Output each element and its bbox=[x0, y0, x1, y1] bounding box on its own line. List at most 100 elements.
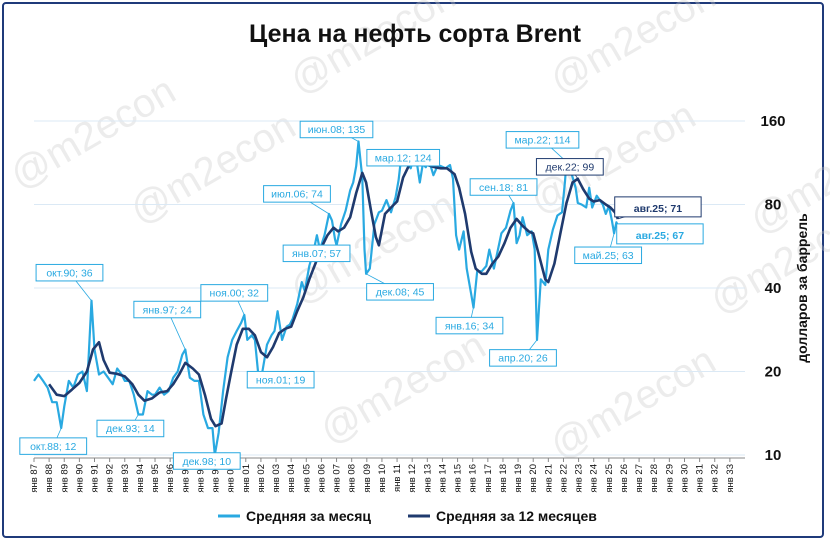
annotation-label: мар.12; 124 bbox=[375, 152, 432, 164]
annotation-box bbox=[505, 131, 580, 149]
x-tick-label: янв 24 bbox=[589, 464, 600, 493]
x-tick-label: янв 94 bbox=[135, 464, 146, 493]
x-tick-label: янв 23 bbox=[574, 464, 585, 493]
annotation-label: мар.22; 114 bbox=[514, 135, 570, 147]
annotation: янв.07; 57 bbox=[282, 244, 351, 263]
y-tick-label: 40 bbox=[765, 280, 782, 297]
x-tick-label: янв 09 bbox=[362, 464, 373, 493]
annotation-box bbox=[614, 196, 702, 218]
x-tick-label: янв 90 bbox=[74, 464, 85, 493]
annotation-box bbox=[535, 158, 604, 176]
annotation: авг.25; 71 bbox=[614, 196, 702, 220]
annotation: дек.93; 14 bbox=[96, 414, 165, 438]
x-tick-label: янв 96 bbox=[165, 464, 176, 493]
x-tick-label: янв 32 bbox=[710, 464, 721, 493]
x-tick-label: янв 88 bbox=[44, 464, 55, 493]
annotation: мар.12; 124 bbox=[366, 148, 441, 167]
x-tick-label: янв 19 bbox=[513, 464, 524, 493]
x-tick-label: янв 27 bbox=[634, 464, 645, 493]
annotation-box bbox=[263, 185, 331, 203]
series-line-annual bbox=[48, 161, 620, 428]
x-tick-label: янв 21 bbox=[543, 464, 554, 493]
y-tick-label: 160 bbox=[760, 113, 785, 130]
annotation: ноя.01; 19 bbox=[246, 370, 315, 389]
annotation-label: окт.88; 12 bbox=[30, 441, 76, 453]
legend: Средняя за месяц Средняя за 12 месяцев bbox=[218, 508, 597, 524]
annotation-box bbox=[489, 349, 557, 367]
x-tick-label: янв 12 bbox=[407, 464, 418, 493]
annotation-box bbox=[366, 148, 441, 167]
annotation-label: апр.20; 26 bbox=[498, 353, 548, 365]
x-tick-label: янв 11 bbox=[392, 464, 403, 492]
annotation: июл.06; 74 bbox=[263, 185, 331, 215]
watermark-layer: @m2econ@m2econ@m2econ@m2econ@m2econ@m2ec… bbox=[3, 0, 830, 468]
annotation-box bbox=[469, 178, 538, 196]
x-tick-label: янв 13 bbox=[422, 464, 433, 493]
y-axis-ticks: 10 20 40 80 160 bbox=[760, 113, 785, 464]
x-tick-label: янв 04 bbox=[286, 464, 297, 493]
x-tick-label: янв 17 bbox=[483, 464, 494, 493]
annotation-box bbox=[35, 263, 104, 282]
annotation-label: окт.90; 36 bbox=[46, 267, 92, 279]
x-tick-label: янв 14 bbox=[437, 464, 448, 493]
annotation-label: янв.16; 34 bbox=[445, 320, 494, 332]
x-tick-label: янв 98 bbox=[195, 464, 206, 493]
x-tick-label: янв 00 bbox=[226, 464, 237, 493]
chart-title: Цена на нефть сорта Brent bbox=[249, 20, 582, 48]
x-tick-label: янв 92 bbox=[105, 464, 116, 493]
y-tick-label: 20 bbox=[765, 364, 782, 381]
annotation-box bbox=[574, 246, 643, 265]
annotation: янв.16; 34 bbox=[435, 307, 504, 335]
x-tick-label: янв 29 bbox=[664, 464, 675, 493]
annotation-label: июн.08; 135 bbox=[308, 124, 366, 136]
x-tick-label: янв 26 bbox=[619, 464, 630, 493]
annotation-box bbox=[172, 452, 241, 470]
annotation: окт.88; 12 bbox=[19, 427, 88, 455]
annotation: дек.08; 45 bbox=[365, 273, 434, 301]
x-tick-label: янв 16 bbox=[468, 464, 479, 493]
x-tick-label: янв 05 bbox=[301, 464, 312, 493]
annotation: янв.97; 24 bbox=[133, 300, 202, 350]
annotation-box bbox=[616, 223, 704, 245]
x-tick-label: янв 25 bbox=[604, 464, 615, 493]
x-tick-label: янв 89 bbox=[59, 464, 70, 493]
annotation: сен.18; 81 bbox=[469, 178, 538, 204]
annotation-label: дек.08; 45 bbox=[376, 287, 425, 299]
annotation-label: янв.07; 57 bbox=[292, 248, 341, 260]
annotation-label: янв.97; 24 bbox=[143, 304, 192, 316]
x-tick-label: янв 87 bbox=[29, 464, 40, 493]
annotation-label: май.25; 63 bbox=[583, 250, 634, 262]
annotation-box bbox=[200, 284, 269, 302]
annotation: апр.20; 26 bbox=[489, 339, 557, 367]
y-tick-label: 10 bbox=[765, 447, 782, 464]
annotation: май.25; 63 bbox=[574, 233, 643, 265]
annotation-box bbox=[133, 300, 202, 319]
x-tick-label: янв 33 bbox=[725, 464, 736, 493]
annotation-box bbox=[19, 437, 88, 455]
x-tick-label: янв 06 bbox=[316, 464, 327, 493]
x-tick-label: янв 28 bbox=[649, 464, 660, 493]
annotation-label: ноя.01; 19 bbox=[256, 374, 306, 386]
x-tick-label: янв 15 bbox=[453, 464, 464, 493]
annotation-label: дек.22; 99 bbox=[546, 162, 595, 174]
x-axis: янв 87 янв 88 янв 89 янв 90 янв 91 янв 92 янв … bbox=[29, 457, 745, 493]
x-tick-label: янв 99 bbox=[211, 464, 222, 493]
annotation-box bbox=[282, 244, 351, 263]
annotation-label: сен.18; 81 bbox=[479, 182, 528, 194]
annotation-label: авг.25; 71 bbox=[634, 203, 682, 215]
annotation-label: дек.93; 14 bbox=[106, 423, 155, 435]
x-tick-label: янв 97 bbox=[180, 464, 191, 493]
watermark-text: @m2econ bbox=[543, 338, 723, 468]
annotation: ноя.00; 32 bbox=[200, 284, 269, 316]
annotation: июн.08; 135 bbox=[299, 120, 374, 142]
watermark-text: @m2econ bbox=[543, 0, 723, 103]
watermark-text: @m2econ bbox=[313, 323, 493, 453]
annotation: окт.90; 36 bbox=[35, 263, 104, 301]
x-tick-label: янв 10 bbox=[377, 464, 388, 493]
x-tick-label: янв 02 bbox=[256, 464, 267, 493]
x-tick-label: янв 07 bbox=[332, 464, 343, 493]
annotation: мар.22; 114 bbox=[505, 131, 580, 163]
series-line-monthly bbox=[33, 140, 619, 457]
annotation-box bbox=[96, 419, 165, 438]
annotation: авг.25; 67 bbox=[616, 223, 704, 245]
